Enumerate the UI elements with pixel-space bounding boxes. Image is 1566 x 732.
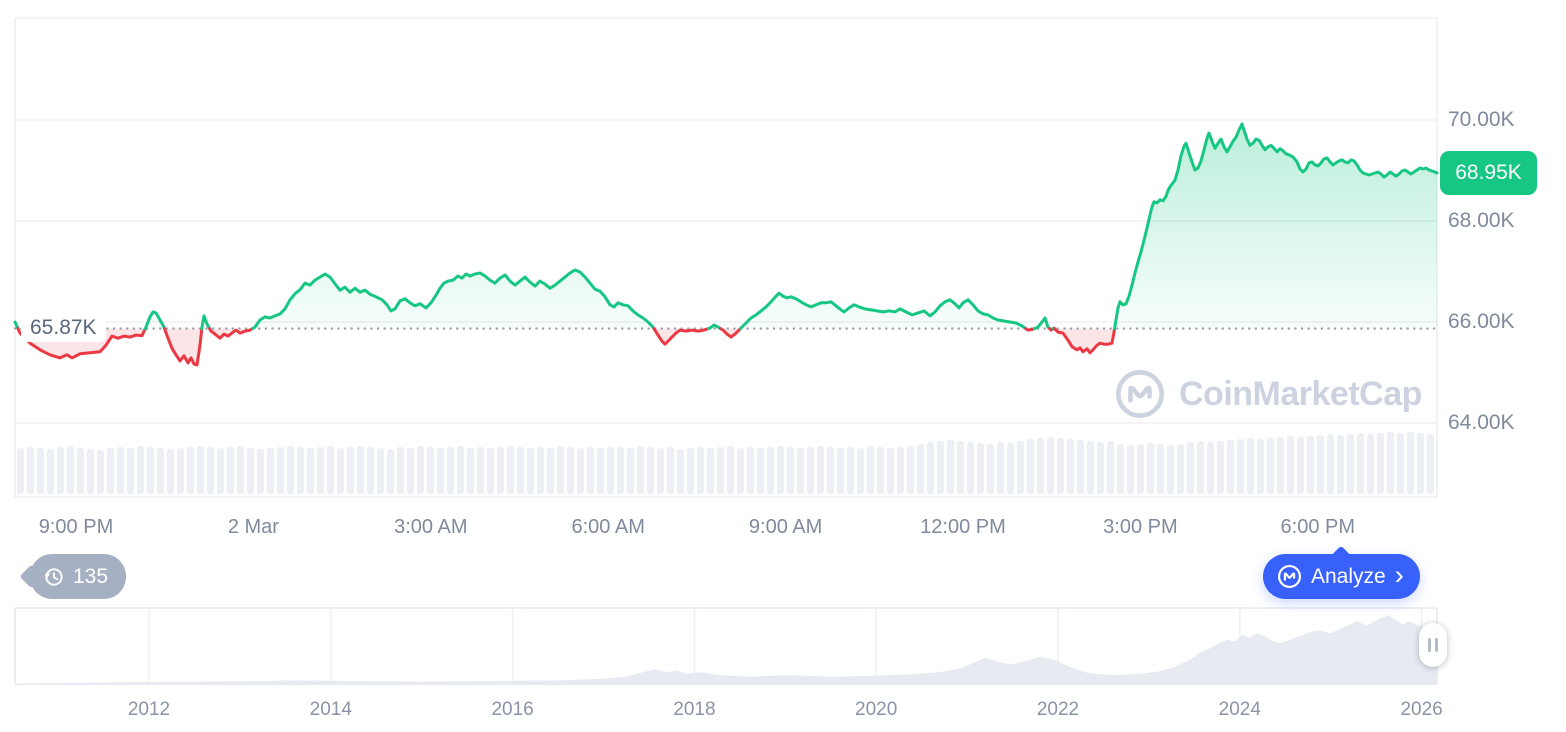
y-axis-label: 68.00K xyxy=(1448,209,1515,232)
handle-grip-bar xyxy=(1428,638,1431,652)
current-price-value: 68.95K xyxy=(1455,161,1522,185)
x-axis-label: 6:00 AM xyxy=(571,516,645,538)
year-label: 2016 xyxy=(491,699,534,720)
coinmarketcap-watermark: CoinMarketCap xyxy=(1114,368,1422,420)
year-label: 2024 xyxy=(1218,699,1261,720)
x-axis-label: 6:00 PM xyxy=(1280,516,1356,538)
mini-history-area xyxy=(15,615,1437,685)
current-price-badge: 68.95K xyxy=(1440,151,1537,196)
x-axis-label: 9:00 PM xyxy=(38,516,114,538)
year-label: 2018 xyxy=(673,699,716,720)
coinmarketcap-logo-icon xyxy=(1116,370,1164,418)
x-axis-label: 9:00 AM xyxy=(748,516,823,538)
history-countdown-badge: 135 xyxy=(19,554,127,599)
y-axis-label: 64.00K xyxy=(1448,411,1515,434)
history-clock-icon xyxy=(44,568,63,586)
x-axis-label: 2 Mar xyxy=(227,516,279,538)
main-chart[interactable]: 70.00K 68.00K 66.00K 64.00K 65.87K 68.95K C… xyxy=(0,0,1566,500)
price-line xyxy=(13,122,1439,367)
year-label: 2026 xyxy=(1400,699,1443,720)
history-count: 135 xyxy=(73,564,109,588)
analyze-button[interactable]: Analyze › xyxy=(1263,545,1420,599)
range-selector-chart[interactable] xyxy=(0,605,1566,689)
range-selector-canvas[interactable] xyxy=(0,605,1566,689)
baseline-price-label: 65.87K xyxy=(21,313,106,342)
handle-grip-bar xyxy=(1435,638,1438,652)
range-selector-handle[interactable] xyxy=(1419,623,1447,667)
chevron-right-icon: › xyxy=(1394,559,1404,590)
gridlines xyxy=(14,17,1438,498)
badge-left-arrow xyxy=(19,564,44,589)
year-label: 2012 xyxy=(127,699,171,720)
year-label: 2022 xyxy=(1036,699,1080,720)
year-label: 2014 xyxy=(309,699,352,720)
watermark-text: CoinMarketCap xyxy=(1179,374,1422,413)
x-axis-label: 3:00 AM xyxy=(394,516,468,538)
y-axis-label: 70.00K xyxy=(1448,108,1515,131)
price-chart-canvas[interactable] xyxy=(0,0,1566,500)
y-axis-label: 66.00K xyxy=(1448,310,1515,333)
analyze-button-label: Analyze xyxy=(1311,564,1386,588)
x-axis-label: 12:00 PM xyxy=(920,516,1006,538)
volume-bars xyxy=(17,432,1434,494)
x-axis-label: 3:00 PM xyxy=(1103,516,1178,538)
coinmarketcap-logo-icon xyxy=(1277,564,1302,589)
year-label: 2020 xyxy=(855,699,898,720)
